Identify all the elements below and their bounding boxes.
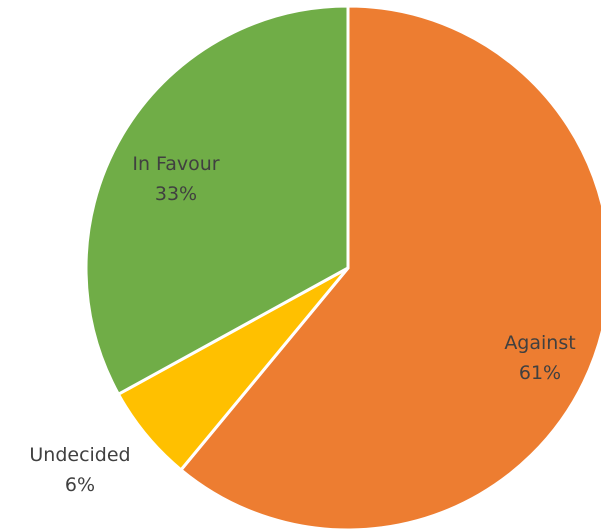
slice-label-against: Against 61% (504, 332, 575, 384)
pie-labels: Against 61% Undecided 6% In Favour 33% (29, 153, 575, 496)
slice-category-label: In Favour (132, 153, 219, 175)
slice-value-label: 61% (519, 362, 561, 384)
slice-category-label: Undecided (29, 444, 130, 466)
pie-slices (84, 4, 601, 531)
slice-value-label: 6% (65, 474, 95, 496)
pie-slice-against (179, 4, 601, 531)
slice-category-label: Against (504, 332, 575, 354)
slice-label-in-favour: In Favour 33% (132, 153, 219, 205)
pie-slice-in-favour (84, 4, 350, 396)
slice-label-undecided: Undecided 6% (29, 444, 130, 496)
slice-value-label: 33% (155, 183, 197, 205)
